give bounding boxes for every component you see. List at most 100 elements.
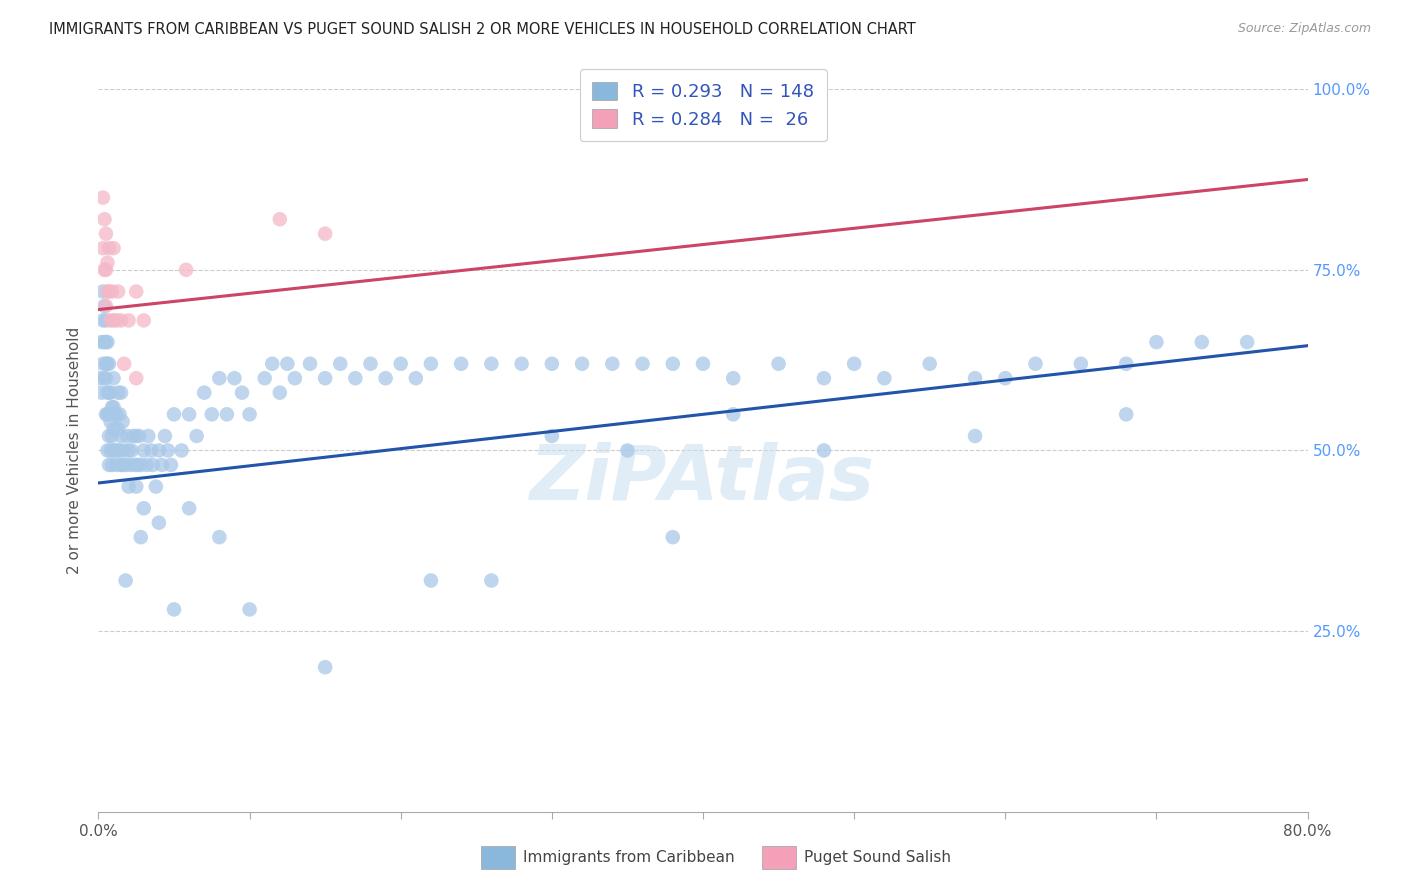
Point — [104, 443, 127, 458]
Point — [93, 212, 115, 227]
Point — [201, 407, 224, 421]
Point — [1144, 334, 1167, 349]
Point — [103, 371, 125, 385]
Point — [96, 357, 118, 371]
Text: IMMIGRANTS FROM CARIBBEAN VS PUGET SOUND SALISH 2 OR MORE VEHICLES IN HOUSEHOLD : IMMIGRANTS FROM CARIBBEAN VS PUGET SOUND… — [49, 22, 915, 37]
Point — [94, 313, 117, 327]
Point — [118, 443, 141, 458]
Point — [118, 313, 141, 327]
Point — [1115, 407, 1137, 421]
Point — [269, 385, 291, 400]
Point — [93, 299, 115, 313]
Point — [148, 443, 170, 458]
Point — [96, 385, 118, 400]
Point — [103, 443, 125, 458]
Point — [100, 443, 122, 458]
Point — [103, 241, 125, 255]
Point — [94, 371, 117, 385]
Point — [122, 429, 145, 443]
Point — [571, 357, 593, 371]
Point — [132, 443, 155, 458]
Point — [94, 407, 117, 421]
Point — [723, 407, 745, 421]
Point — [91, 285, 114, 299]
Point — [98, 285, 121, 299]
Point — [965, 371, 987, 385]
Point — [136, 429, 159, 443]
Point — [193, 385, 215, 400]
Point — [98, 385, 121, 400]
Point — [208, 530, 231, 544]
Point — [110, 385, 132, 400]
Point — [163, 602, 186, 616]
Text: Puget Sound Salish: Puget Sound Salish — [804, 850, 952, 864]
Point — [127, 458, 149, 472]
Point — [111, 458, 134, 472]
Point — [994, 371, 1017, 385]
Point — [631, 357, 654, 371]
Point — [160, 458, 183, 472]
Point — [389, 357, 412, 371]
Point — [239, 602, 262, 616]
Point — [91, 313, 114, 327]
Point — [89, 371, 111, 385]
Point — [314, 660, 336, 674]
Point — [91, 357, 114, 371]
Point — [107, 285, 129, 299]
Point — [93, 334, 115, 349]
Point — [1024, 357, 1046, 371]
Point — [692, 357, 714, 371]
Point — [661, 530, 683, 544]
Point — [215, 407, 238, 421]
Point — [768, 357, 790, 371]
Point — [107, 422, 129, 436]
Point — [1191, 334, 1213, 349]
Point — [91, 191, 114, 205]
Point — [156, 443, 179, 458]
Point — [114, 458, 136, 472]
Point — [111, 415, 134, 429]
Point — [103, 422, 125, 436]
Point — [103, 313, 125, 327]
Point — [540, 357, 562, 371]
Point — [723, 371, 745, 385]
Point — [112, 443, 135, 458]
Point — [179, 501, 201, 516]
Point — [661, 357, 683, 371]
Point — [262, 357, 284, 371]
Point — [100, 415, 122, 429]
Point — [108, 443, 131, 458]
Point — [91, 241, 114, 255]
Point — [118, 480, 141, 494]
Point — [94, 299, 117, 313]
Point — [104, 407, 127, 421]
Point — [101, 400, 124, 414]
Point — [132, 501, 155, 516]
Point — [96, 285, 118, 299]
Text: Immigrants from Caribbean: Immigrants from Caribbean — [523, 850, 735, 864]
Point — [93, 371, 115, 385]
Point — [110, 313, 132, 327]
Point — [540, 429, 562, 443]
Point — [90, 334, 112, 349]
Point — [96, 334, 118, 349]
Point — [94, 262, 117, 277]
Point — [142, 458, 165, 472]
Text: Source: ZipAtlas.com: Source: ZipAtlas.com — [1237, 22, 1371, 36]
Point — [98, 429, 121, 443]
Point — [1115, 357, 1137, 371]
Point — [208, 371, 231, 385]
Point — [239, 407, 262, 421]
Point — [965, 429, 987, 443]
Point — [344, 371, 367, 385]
Text: ZiPAtlas: ZiPAtlas — [530, 442, 876, 516]
Point — [124, 458, 146, 472]
Point — [918, 357, 941, 371]
Point — [94, 334, 117, 349]
Point — [329, 357, 352, 371]
Point — [141, 443, 163, 458]
Point — [101, 285, 124, 299]
Point — [96, 255, 118, 269]
Point — [101, 429, 124, 443]
Point — [98, 458, 121, 472]
